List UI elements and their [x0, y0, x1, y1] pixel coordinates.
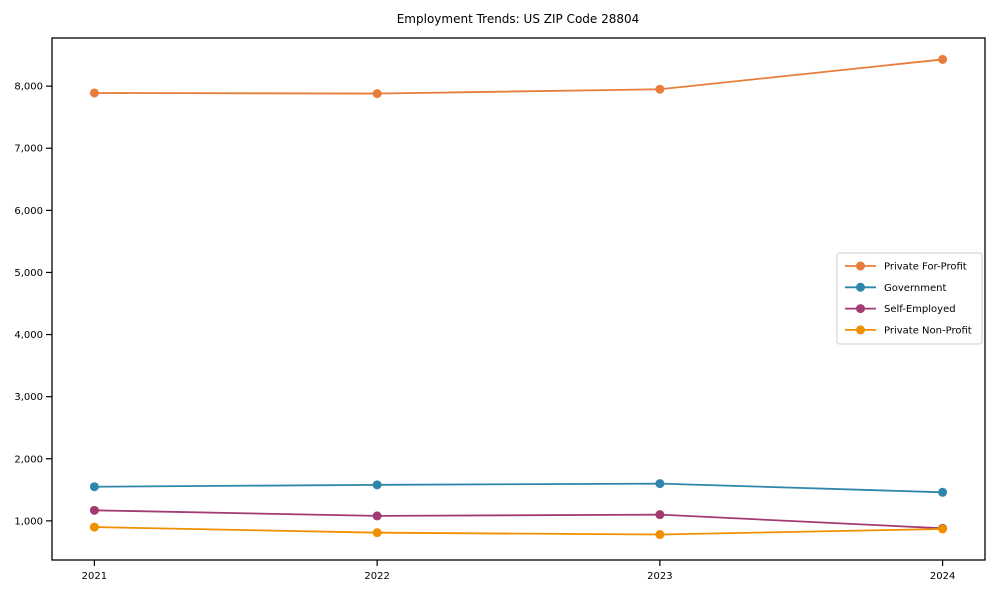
y-axis-tick-label: 1,000: [14, 516, 43, 527]
legend-item-private-non-profit: Private Non-Profit: [845, 325, 972, 337]
series-line-government: [94, 482, 943, 494]
legend-label-government: Government: [884, 283, 946, 294]
y-axis-tick-label: 3,000: [14, 392, 43, 403]
series-line-self-employed: [94, 509, 943, 530]
data-point-self-employed-2022: [372, 511, 382, 521]
y-axis-tick-label: 6,000: [14, 206, 43, 217]
legend-box: [836, 252, 983, 345]
chart-title: Employment Trends: US ZIP Code 28804: [396, 12, 640, 26]
data-point-government-2024: [938, 487, 948, 497]
data-point-private-non-profit-2022: [372, 528, 382, 538]
y-axis-tick-label: 8,000: [14, 82, 43, 93]
y-axis-tick-label: 4,000: [14, 330, 43, 341]
legend-label-private-non-profit: Private Non-Profit: [884, 326, 972, 337]
x-axis-tick-label: 2021: [82, 571, 107, 582]
data-point-private-non-profit-2021: [89, 522, 99, 532]
legend-marker-private-non-profit: [856, 325, 865, 335]
data-point-government-2022: [372, 480, 382, 490]
x-axis-tick-label: 2022: [364, 571, 389, 582]
data-point-government-2021: [89, 482, 99, 492]
x-axis-tick-label: 2024: [930, 571, 955, 582]
y-axis-tick-label: 5,000: [14, 268, 43, 279]
legend: Private For-Profit Government Self-Employe…: [836, 252, 983, 345]
legend-label-self-employed: Self-Employed: [884, 304, 956, 315]
legend-marker-self-employed: [856, 304, 865, 314]
plot-border: [51, 37, 986, 561]
legend-label-private-for-profit: Private For-Profit: [884, 262, 967, 273]
legend-item-government: Government: [845, 282, 946, 294]
legend-item-self-employed: Self-Employed: [845, 304, 956, 315]
data-point-private-non-profit-2023: [655, 530, 665, 540]
data-point-private-for-profit-2022: [372, 89, 382, 99]
x-axis-tick-label: 2023: [647, 571, 672, 582]
data-point-private-for-profit-2023: [655, 84, 665, 94]
y-axis-tick-label: 2,000: [14, 454, 43, 465]
data-point-self-employed-2021: [89, 505, 99, 515]
data-point-self-employed-2023: [655, 510, 665, 520]
legend-marker-private-for-profit: [856, 261, 865, 271]
legend-marker-government: [856, 282, 865, 292]
series-line-private-non-profit: [94, 526, 943, 536]
data-point-private-non-profit-2024: [938, 524, 948, 534]
y-axis-tick-label: 7,000: [14, 144, 43, 155]
legend-item-private-for-profit: Private For-Profit: [845, 261, 967, 273]
data-point-private-for-profit-2024: [938, 54, 948, 64]
series-line-private-for-profit: [94, 58, 943, 95]
data-point-private-for-profit-2021: [89, 88, 99, 98]
data-point-government-2023: [655, 479, 665, 489]
